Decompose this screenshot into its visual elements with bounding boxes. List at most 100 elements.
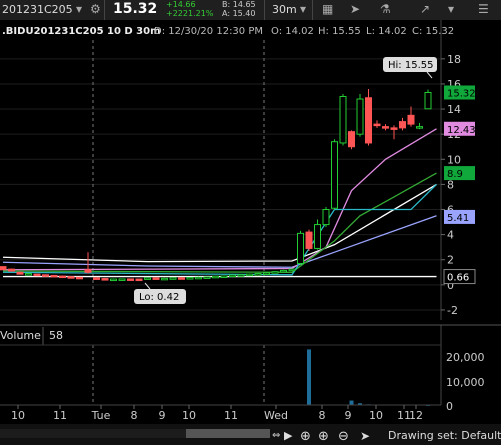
candle-body xyxy=(229,274,236,278)
price-label-text: 15.32 xyxy=(447,88,476,99)
pointer-icon[interactable]: ➤ xyxy=(360,429,370,443)
volume-bar xyxy=(349,400,354,405)
timeframe-selector[interactable]: 30m xyxy=(272,3,297,16)
top-toolbar: 201231C205 ▾ ⚙ 15.32 +14.66 +2221.21% B:… xyxy=(0,0,501,21)
price-tick-label: 14 xyxy=(447,103,461,116)
price-labels: 15.32 12.43 8.9 5.41 0.66 xyxy=(443,85,476,285)
price-tick-label: 18 xyxy=(447,53,461,66)
candle-body xyxy=(195,276,202,280)
more-icon[interactable]: ☰ xyxy=(478,2,489,16)
candle-body xyxy=(246,273,253,277)
dropdown-icon[interactable]: ▾ xyxy=(300,2,307,16)
candle-body xyxy=(237,274,245,277)
candle-body xyxy=(135,278,143,282)
bid-value: B: 14.65 xyxy=(222,0,256,9)
candle-body xyxy=(144,277,151,280)
settings-icon[interactable]: ⚙ xyxy=(90,2,101,16)
symbol-field[interactable]: 201231C205 xyxy=(2,3,73,16)
price-tick-label: 10 xyxy=(447,153,461,166)
divider xyxy=(104,0,105,20)
price-label-box xyxy=(444,121,475,136)
candle-body xyxy=(263,272,270,275)
candle-body xyxy=(0,266,7,271)
time-tick-label: 9 xyxy=(345,409,352,422)
candle-body xyxy=(365,97,372,144)
dropdown-icon[interactable]: ▾ xyxy=(76,2,83,16)
time-tick-label: Tue xyxy=(91,409,111,422)
candle-body xyxy=(416,126,423,129)
candle-body xyxy=(110,278,117,282)
volume-bars xyxy=(307,349,430,406)
series-line xyxy=(2,172,437,273)
volume-title: Volume xyxy=(0,329,41,342)
candle-body xyxy=(331,141,338,209)
candle-body xyxy=(399,121,406,129)
candles xyxy=(0,88,432,282)
price-label-box xyxy=(444,209,475,224)
candle-body xyxy=(297,232,304,264)
zoom-in-icon[interactable]: ⊕ xyxy=(318,429,329,444)
time-tick-label: 11 xyxy=(397,409,411,422)
price-tick-label: 2 xyxy=(447,254,454,267)
candle-body xyxy=(314,224,321,249)
cursor-icon[interactable]: ➤ xyxy=(350,2,361,16)
candle-body xyxy=(169,277,177,280)
candle-body xyxy=(161,277,168,281)
candle-body xyxy=(118,278,126,281)
volume-bar xyxy=(358,403,362,405)
lo-label: Lo: 0.42 xyxy=(139,292,179,303)
zoom-out-icon[interactable]: ⊖ xyxy=(338,429,349,444)
change-abs: +14.66 xyxy=(166,0,196,9)
header-bg xyxy=(0,20,440,40)
moving-averages xyxy=(2,128,437,278)
studies-flask-icon[interactable]: ⚗ xyxy=(380,2,391,16)
candle-body xyxy=(339,96,347,144)
hi-label: Hi: 15.55 xyxy=(388,60,433,71)
bar-low: L: 14.02 xyxy=(366,26,407,37)
candle-body xyxy=(8,268,15,272)
candle-body xyxy=(16,271,24,275)
drawing-tools-icon[interactable]: ↗ xyxy=(420,2,431,16)
chart-symbol-title: .BIDU201231C205 10 D 30m xyxy=(2,26,161,37)
series-line xyxy=(2,128,437,271)
price-tick-label: 8 xyxy=(447,178,454,191)
crosshair-icon[interactable]: ⊕ xyxy=(300,429,311,444)
scroll-icon[interactable]: ⇔ xyxy=(272,430,280,441)
scrollbar-thumb[interactable] xyxy=(186,429,270,438)
scroll-right-icon[interactable]: ▶ xyxy=(284,429,293,442)
candle-body xyxy=(186,277,194,280)
candle-body xyxy=(382,126,389,129)
time-tick-label: 10 xyxy=(369,409,383,422)
candle-body xyxy=(93,277,100,280)
candle-body xyxy=(348,131,355,148)
volume-axis: 20,000 10,000 0 xyxy=(446,351,485,413)
bid-ask: B: 14.65 A: 15.40 xyxy=(222,0,256,18)
candle-body xyxy=(42,274,49,277)
chart-area[interactable]: .BIDU201231C205 10 D 30m D: 12/30/20 12:… xyxy=(0,20,501,445)
lo-bubble: Lo: 0.42 xyxy=(134,282,186,304)
volume-bar xyxy=(307,349,311,405)
price-tick-label: 0 xyxy=(447,279,454,292)
candle-body xyxy=(305,231,313,249)
price-label-text: 0.66 xyxy=(447,273,469,284)
price-label-text: 5.41 xyxy=(447,213,469,224)
bar-open: O: 14.02 xyxy=(271,26,314,37)
candle-body xyxy=(84,269,92,273)
candle-body xyxy=(254,273,262,276)
volume-tick: 20,000 xyxy=(446,351,485,364)
time-tick-label: 12 xyxy=(409,409,423,422)
change-pct: +2221.21% xyxy=(166,9,214,18)
scrollbar-track[interactable] xyxy=(0,429,270,438)
time-tick-label: 9 xyxy=(159,409,166,422)
candle-body xyxy=(203,276,211,279)
candle-body xyxy=(280,269,287,273)
drawing-set-label[interactable]: Drawing set: Default xyxy=(388,429,501,442)
candle-body xyxy=(33,273,41,277)
candle-body xyxy=(212,275,219,279)
dropdown-icon[interactable]: ▾ xyxy=(448,2,455,16)
pane-divider[interactable] xyxy=(0,320,501,325)
time-tick-label: 11 xyxy=(224,409,238,422)
price-label-box xyxy=(444,85,475,100)
grid-icon[interactable]: ▦ xyxy=(322,2,334,16)
